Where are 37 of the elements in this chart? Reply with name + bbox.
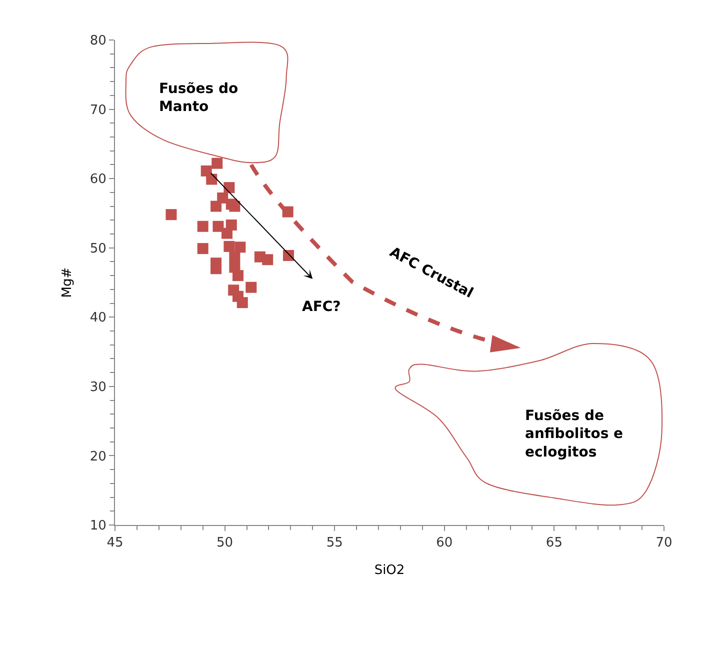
point bbox=[206, 174, 218, 185]
point bbox=[212, 158, 223, 169]
x-tick-label: 50 bbox=[216, 536, 234, 551]
y-tick-label: 70 bbox=[90, 102, 106, 118]
x-tick-label: 45 bbox=[106, 536, 124, 551]
point bbox=[234, 242, 246, 253]
y-tick-label: 10 bbox=[90, 518, 106, 534]
y-tick-label: 50 bbox=[90, 241, 106, 256]
point bbox=[229, 251, 240, 262]
point bbox=[197, 220, 208, 232]
x-tick-label: 60 bbox=[436, 536, 453, 551]
x-tick-label: 70 bbox=[656, 536, 672, 551]
x-tick-label: 55 bbox=[326, 536, 343, 551]
point bbox=[212, 220, 224, 232]
point bbox=[236, 297, 248, 308]
point bbox=[210, 200, 222, 212]
point bbox=[197, 243, 208, 254]
point bbox=[229, 200, 240, 212]
annotation: Fusões do Manto bbox=[159, 81, 239, 116]
point bbox=[224, 240, 235, 252]
point bbox=[166, 209, 177, 220]
point bbox=[222, 228, 232, 239]
y-tick-label: 20 bbox=[90, 449, 106, 464]
x-tick-label: 65 bbox=[546, 536, 562, 551]
annotation: Fusões de anfibolitos e eclogitos bbox=[525, 408, 624, 460]
y-tick-label: 40 bbox=[90, 310, 106, 326]
y-tick-label: 60 bbox=[90, 172, 106, 188]
point bbox=[246, 282, 257, 293]
y-axis-title: Mg# bbox=[60, 267, 75, 298]
point bbox=[232, 270, 244, 282]
point bbox=[262, 254, 274, 266]
y-tick-label: 80 bbox=[90, 34, 106, 49]
point bbox=[210, 263, 222, 274]
annotation: AFC? bbox=[302, 299, 341, 315]
point bbox=[224, 182, 235, 194]
x-axis-title: SiO2 bbox=[374, 563, 405, 578]
y-tick-label: 30 bbox=[90, 380, 106, 395]
